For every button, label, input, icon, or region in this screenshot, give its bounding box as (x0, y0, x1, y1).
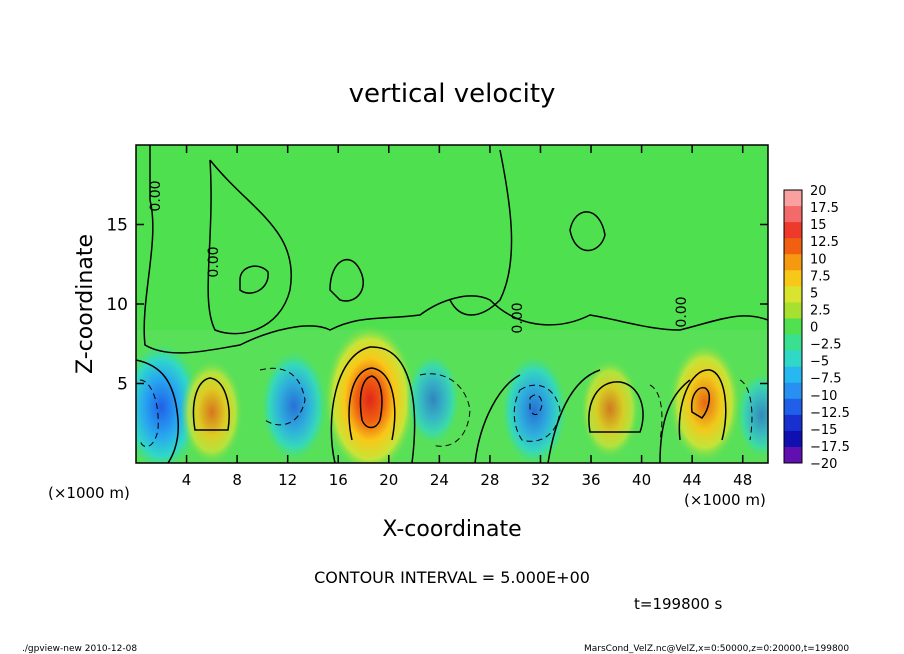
colorbar-swatch (784, 318, 802, 336)
x-tick-label: 16 (329, 471, 348, 489)
colorbar-label: 7.5 (810, 269, 831, 284)
x-tick-label: 8 (232, 471, 242, 489)
colorbar-label: −2.5 (810, 338, 842, 353)
plot-field (136, 145, 768, 463)
contour-label: 0.00 (206, 246, 222, 277)
velocity-cell-4 (406, 354, 460, 445)
time-label: t=199800 s (634, 595, 722, 613)
colorbar-label: −10 (810, 389, 837, 404)
colorbar-label: 15 (810, 218, 827, 233)
velocity-cell-7 (668, 342, 741, 463)
colorbar-swatch (784, 430, 802, 448)
x-tick-label: 40 (632, 471, 651, 489)
contour-label: 0.00 (674, 296, 690, 327)
colorbar-label: −12.5 (810, 406, 850, 421)
colorbar-frame (783, 189, 803, 464)
colorbar-label: 20 (810, 184, 827, 199)
colorbar-label: 2.5 (810, 303, 831, 318)
colorbar-swatch (784, 286, 802, 303)
colorbar-label: 12.5 (810, 235, 839, 250)
colorbar-label: 0 (810, 321, 818, 336)
colorbar-swatch (784, 398, 802, 416)
x-unit-right: (×1000 m) (684, 491, 766, 509)
colorbar-swatch (784, 302, 802, 319)
velocity-cell-2 (261, 350, 327, 461)
colorbar-swatch (784, 382, 802, 400)
contour-label: 0.00 (510, 302, 526, 333)
velocity-cell-5 (501, 355, 567, 463)
colorbar-swatch (784, 270, 802, 287)
x-tick-label: 44 (683, 471, 702, 489)
colorbar-label: 10 (810, 252, 827, 267)
colorbar-label: −7.5 (810, 372, 842, 387)
contour-interval: CONTOUR INTERVAL = 5.000E+00 (314, 568, 590, 587)
y-tick-label: 15 (106, 216, 128, 236)
footer-right: MarsCond_VelZ.nc@VelZ,x=0:50000,z=0:2000… (584, 644, 849, 654)
x-tick-label: 48 (733, 471, 752, 489)
x-tick-label: 24 (430, 471, 449, 489)
colorbar-swatch (784, 190, 802, 207)
colorbar-swatch (784, 222, 802, 239)
colorbar-swatch (784, 334, 802, 352)
colorbar-swatch (784, 414, 802, 432)
x-tick-label: 4 (182, 471, 192, 489)
footer-left: ./gpview-new 2010-12-08 (22, 644, 137, 654)
colorbar-label: −20 (810, 457, 837, 472)
colorbar-swatch (784, 254, 802, 271)
colorbar-swatch (784, 350, 802, 368)
x-tick-label: 32 (531, 471, 550, 489)
velocity-cell-1 (180, 359, 244, 463)
contour-label: 0.00 (148, 180, 164, 211)
chart-title: vertical velocity (349, 79, 556, 109)
colorbar-swatch (784, 366, 802, 384)
x-tick-label: 28 (480, 471, 499, 489)
velocity-cell-3 (324, 324, 416, 463)
colorbar-swatch (784, 238, 802, 255)
colorbar-swatch (784, 206, 802, 223)
colorbar-label: −17.5 (810, 440, 850, 455)
x-tick-label: 36 (581, 471, 600, 489)
colorbar-label: −5 (810, 355, 829, 370)
y-tick-label: 10 (106, 295, 128, 315)
x-axis-label: X-coordinate (382, 517, 521, 542)
colorbar-label: 5 (810, 286, 818, 301)
colorbar-swatch (784, 446, 802, 464)
x-tick-label: 20 (379, 471, 398, 489)
y-axis-label: Z-coordinate (73, 234, 98, 374)
x-unit-left: (×1000 m) (48, 484, 130, 502)
y-tick-label: 5 (117, 375, 128, 395)
colorbar: 20 17.5 15 12.5 10 7.5 5 2.5 0 −2.5 −5 −7.5 −10 −12.5… (783, 184, 850, 472)
x-tick-label: 12 (278, 471, 297, 489)
velocity-cell-8 (736, 372, 768, 458)
colorbar-label: −15 (810, 423, 837, 438)
colorbar-label: 17.5 (810, 201, 839, 216)
